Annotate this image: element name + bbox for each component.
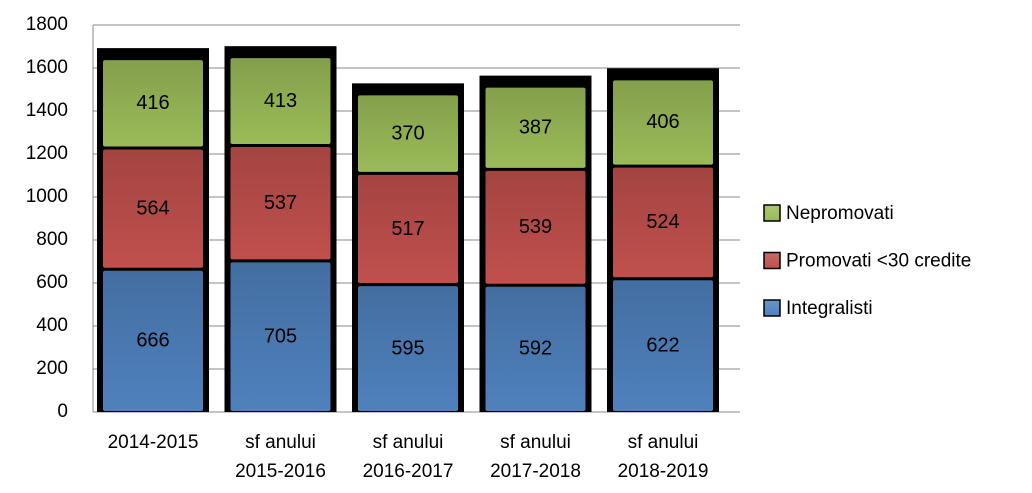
data-label: 564 [136, 197, 169, 219]
data-label: 524 [646, 211, 679, 233]
y-tick-label: 1000 [26, 186, 68, 207]
bar-segment [485, 286, 586, 411]
data-label: 370 [391, 122, 424, 144]
bar-segment [485, 87, 586, 168]
bar-segment [103, 270, 203, 411]
data-label: 517 [391, 218, 424, 240]
data-label: 416 [136, 92, 169, 114]
bar-segment [358, 174, 458, 284]
legend-label: Promovati <30 credite [786, 251, 971, 272]
x-tick-label: sf anului 2016-2017 [362, 432, 454, 482]
data-label: 537 [264, 192, 297, 214]
legend-label: Integralisti [786, 298, 873, 319]
x-tick-label: sf anului 2017-2018 [490, 432, 581, 482]
bar-segment [485, 170, 586, 284]
data-label: 666 [136, 330, 169, 352]
data-label: 595 [391, 337, 424, 359]
data-label: 539 [519, 216, 552, 238]
legend-swatch [763, 204, 781, 222]
y-tick-label: 800 [36, 229, 68, 250]
data-label: 592 [519, 338, 552, 360]
x-tick-label: sf anului 2015-2016 [235, 432, 326, 482]
bar-segment [103, 60, 203, 147]
data-label: 387 [519, 117, 552, 139]
data-label: 622 [646, 334, 679, 356]
legend-swatch [763, 299, 781, 317]
data-label: 413 [264, 90, 297, 112]
legend-label: Nepromovati [786, 203, 894, 224]
bar-segment [358, 95, 458, 172]
data-label: 705 [264, 325, 297, 347]
y-tick-label: 400 [36, 315, 68, 336]
bar-segment [613, 167, 713, 278]
bar-segment [230, 146, 331, 260]
bar-segment [230, 58, 331, 144]
x-tick-label: 2014-2015 [107, 432, 199, 453]
y-tick-label: 1800 [26, 14, 68, 35]
y-tick-label: 200 [36, 358, 68, 379]
bar-segment [103, 149, 203, 268]
y-tick-label: 0 [57, 401, 68, 422]
x-tick-label: sf anului 2018-2019 [617, 432, 709, 482]
y-tick-label: 1600 [26, 57, 68, 78]
y-tick-label: 1200 [26, 143, 68, 164]
y-tick-label: 1400 [26, 100, 68, 121]
legend-swatch [763, 251, 781, 270]
bar-segment [613, 280, 713, 411]
bar-segment [613, 80, 713, 165]
y-tick-label: 600 [36, 272, 68, 293]
data-label: 406 [646, 111, 679, 133]
bar-segment [230, 262, 331, 411]
bar-segment [358, 286, 458, 411]
